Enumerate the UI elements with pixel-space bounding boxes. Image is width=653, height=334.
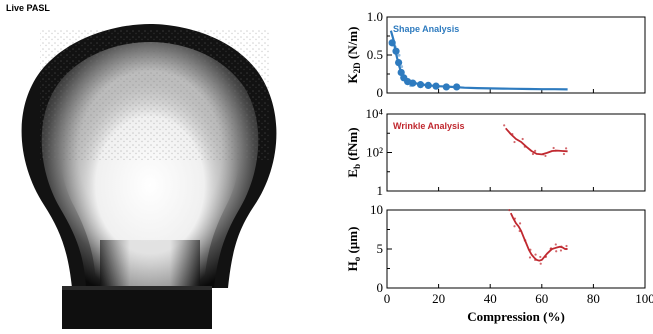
data-point [528, 256, 532, 259]
data-point [565, 247, 568, 251]
data-point [503, 124, 506, 127]
data-point [521, 137, 524, 141]
x-axis-title: Compression (%) [467, 309, 565, 324]
chart-panel: 0 0.5 1.0 K2D (N/m) Shape Analysis 1 10² 10⁴ Eb … [300, 0, 653, 329]
data-point [518, 222, 522, 225]
y-tick-label: 0 [377, 280, 384, 295]
data-point [534, 253, 537, 256]
x-tick-label: 40 [484, 291, 497, 306]
y-axis-title-sub: 2D [352, 62, 362, 74]
data-point [560, 245, 563, 248]
chart-panel-1: 0 0.5 1.0 K2D (N/m) Shape Analysis [345, 9, 646, 100]
data-point [549, 247, 552, 251]
x-tick-label: 0 [384, 291, 391, 306]
y-tick-label: 1 [377, 183, 384, 198]
data-point [562, 152, 566, 156]
data-point [554, 243, 557, 246]
data-point [565, 244, 568, 248]
data-point [544, 154, 547, 158]
y-tick-label: 1.0 [367, 9, 383, 24]
data-point [518, 229, 521, 233]
data-line [509, 212, 568, 262]
y-axis-title-main: E [345, 169, 360, 178]
data-point [565, 147, 568, 150]
data-point-scatter [397, 53, 401, 57]
data-point [534, 149, 537, 152]
data-point-scatter [400, 65, 404, 69]
data-point [511, 133, 514, 136]
data-point [555, 250, 558, 253]
chart-panel-3: 0 5 10 Ho (µm) 0 20 40 60 80 100 Compression (%) [345, 202, 653, 324]
chart-svg: 0 0.5 1.0 K2D (N/m) Shape Analysis 1 10² 10⁴Eb … [345, 9, 653, 324]
y-axis-title-unit: (fNm) [345, 127, 360, 163]
data-point-scatter [405, 80, 409, 84]
data-point [513, 217, 517, 220]
data-point [542, 153, 545, 156]
y-axis-title-main: H [345, 261, 360, 271]
y-axis-title-sub: o [352, 256, 362, 261]
page-title: Live PASL [6, 3, 50, 13]
data-point [534, 258, 537, 262]
data-point [559, 249, 563, 252]
data-point [544, 255, 547, 258]
y-axis-title-main: K [345, 72, 360, 83]
data-point-scatter [409, 84, 413, 88]
y-tick-label: 10 [370, 202, 383, 217]
x-tick-label: 60 [535, 291, 548, 306]
vesicle-image [0, 0, 300, 329]
data-point [508, 209, 511, 212]
data-point [529, 248, 532, 251]
y-tick-label: 5 [377, 241, 384, 256]
data-point [523, 239, 526, 242]
data-point [554, 149, 557, 152]
y-tick-label: 10² [366, 145, 383, 160]
y-tick-label: 0.5 [367, 47, 383, 62]
data-point [539, 262, 542, 265]
data-point [552, 146, 555, 150]
data-line [389, 30, 568, 91]
data-point [513, 225, 516, 228]
x-tick-label: 80 [587, 291, 600, 306]
legend-label: Wrinkle Analysis [393, 121, 465, 131]
y-axis-title-sub: b [352, 164, 362, 169]
data-point [531, 152, 535, 156]
x-tick-label: 20 [432, 291, 445, 306]
y-axis-title: Ho (µm) [345, 227, 362, 272]
x-tick-label: 100 [635, 291, 653, 306]
y-tick-label: 10⁴ [365, 106, 383, 121]
y-axis-title-unit: (N/m) [345, 27, 360, 63]
legend-label: Shape Analysis [393, 24, 459, 34]
y-axis-title: K2D (N/m) [345, 27, 362, 84]
y-axis-title: Eb (fNm) [345, 127, 362, 177]
data-line [505, 127, 568, 156]
data-point [513, 140, 516, 144]
data-point [523, 145, 526, 148]
y-tick-label: 0 [377, 85, 384, 100]
y-axis-title-unit: (µm) [345, 227, 360, 257]
data-point [539, 255, 542, 259]
